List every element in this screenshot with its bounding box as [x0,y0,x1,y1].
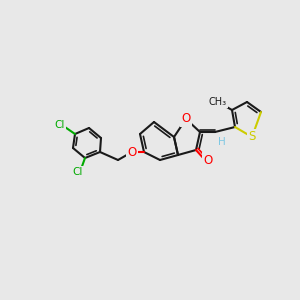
Text: Cl: Cl [55,120,65,130]
Text: O: O [182,112,190,125]
Text: S: S [248,130,256,143]
Text: Cl: Cl [73,167,83,177]
Text: O: O [128,146,136,158]
Text: O: O [203,154,213,166]
Text: CH₃: CH₃ [209,97,227,107]
Text: H: H [218,137,226,147]
